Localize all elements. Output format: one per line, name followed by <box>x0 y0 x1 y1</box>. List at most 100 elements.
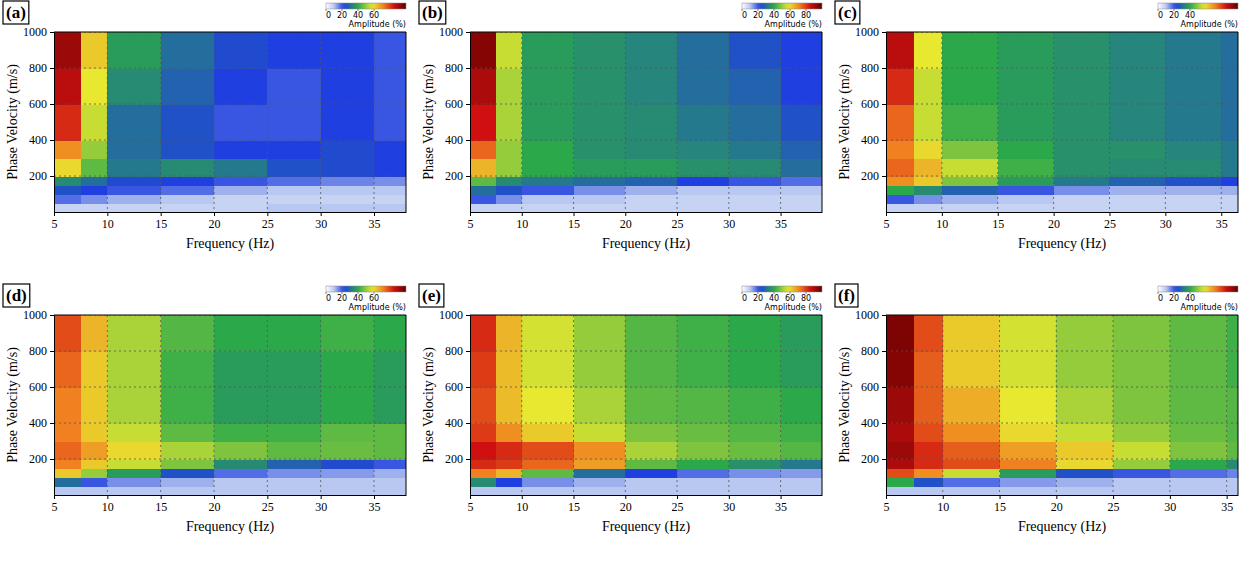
heatmap-cell <box>625 423 677 442</box>
x-tick: 35 <box>1216 212 1228 231</box>
heatmap-cell <box>522 459 574 469</box>
heatmap-cell <box>942 158 998 177</box>
heatmap-cell <box>496 158 522 177</box>
heatmap-cell <box>107 387 161 424</box>
y-tick-label: 1000 <box>439 25 463 39</box>
heatmap-cell <box>161 68 215 105</box>
grid-line <box>470 459 822 460</box>
grid-line <box>1226 315 1227 495</box>
x-tick-mark <box>54 212 55 216</box>
y-tick-mark <box>882 176 886 177</box>
heatmap-cell <box>470 468 496 478</box>
heatmap-cell <box>574 176 626 186</box>
heatmap-cell <box>781 441 822 460</box>
heatmap-cell <box>943 387 1000 424</box>
x-tick-mark <box>886 495 887 499</box>
panel: 51015202530352004006008001000Frequency (… <box>835 284 1247 535</box>
frame-line <box>886 315 1238 316</box>
grid-line <box>374 315 375 495</box>
heatmap-cell <box>781 140 822 159</box>
heatmap-cell <box>1056 486 1113 495</box>
heatmap-cell <box>574 158 626 177</box>
x-tick-label: 10 <box>102 500 114 514</box>
heatmap-cell <box>1165 158 1221 177</box>
heatmap-cell <box>1221 203 1238 212</box>
heatmap-cell <box>1170 351 1227 388</box>
y-tick: 600 <box>445 380 470 394</box>
heatmap-cell <box>81 315 108 352</box>
x-tick: 25 <box>672 212 684 231</box>
plot-area <box>886 32 1238 212</box>
heatmap-cell <box>470 203 496 212</box>
x-tick-label: 20 <box>1048 217 1060 231</box>
y-tick: 600 <box>29 97 54 111</box>
heatmap-cell <box>574 387 626 424</box>
heatmap-cell <box>161 32 215 69</box>
heatmap-cell <box>943 351 1000 388</box>
heatmap-cell <box>942 68 998 105</box>
heatmap-cell <box>214 203 268 212</box>
frame-line <box>406 315 407 495</box>
heatmap-cell <box>677 423 729 442</box>
y-tick-label: 600 <box>445 380 463 394</box>
grid-line <box>1169 315 1170 495</box>
y-axis-title: Phase Velocity (m/s) <box>5 347 21 463</box>
x-tick-label: 15 <box>155 500 167 514</box>
heatmap-cell <box>470 185 496 195</box>
grid-line <box>470 32 471 212</box>
heatmap-cell <box>677 315 729 352</box>
heatmap-cell <box>522 104 574 141</box>
heatmap-cell <box>1227 387 1238 424</box>
colorbar-tick-label: 20 <box>1169 11 1179 20</box>
heatmap-cell <box>161 486 215 495</box>
heatmap-cell <box>1227 477 1238 487</box>
heatmap-cell <box>1221 185 1238 195</box>
x-tick-mark <box>998 212 999 216</box>
heatmap-cell <box>1054 194 1110 204</box>
y-tick-label: 800 <box>29 61 47 75</box>
y-tick: 800 <box>445 344 470 358</box>
y-tick: 400 <box>29 133 54 147</box>
x-tick: 25 <box>262 212 274 231</box>
heatmap-cell <box>496 68 522 105</box>
heatmap-cell <box>729 486 781 495</box>
heatmap-cell <box>781 423 822 442</box>
x-tick: 15 <box>155 212 167 231</box>
heatmap-cell <box>574 486 626 495</box>
heatmap-cell <box>321 486 375 495</box>
colorbar-tick-label: 20 <box>337 11 347 20</box>
y-tick-mark <box>50 104 54 105</box>
x-tick: 20 <box>620 212 632 231</box>
heatmap-cell <box>1170 459 1227 469</box>
heatmap-cell <box>1227 423 1238 442</box>
x-tick: 35 <box>369 212 381 231</box>
x-tick-mark <box>107 212 108 216</box>
x-tick-mark <box>1000 495 1001 499</box>
heatmap-cell <box>1165 185 1221 195</box>
heatmap-cell <box>214 477 268 487</box>
heatmap-cell <box>522 441 574 460</box>
heatmap-cell <box>1109 203 1165 212</box>
colorbar-label: Amplitude (%) <box>349 20 406 29</box>
x-tick-label: 5 <box>52 500 58 514</box>
heatmap-cell <box>54 441 81 460</box>
x-tick-label: 25 <box>262 500 274 514</box>
grid-line <box>780 32 781 212</box>
grid-line <box>997 32 998 212</box>
x-tick-label: 20 <box>209 217 221 231</box>
x-tick-mark <box>267 212 268 216</box>
heatmap-cell <box>677 203 729 212</box>
panel-label-box <box>3 284 30 307</box>
heatmap-cell <box>729 176 781 186</box>
heatmap-cell <box>677 68 729 105</box>
x-tick-mark <box>54 495 55 499</box>
heatmap-cell <box>321 32 375 69</box>
y-tick: 400 <box>861 416 886 430</box>
x-tick: 15 <box>994 495 1006 514</box>
plot-area <box>470 32 822 212</box>
heatmap-cell <box>1227 441 1238 460</box>
heatmap-cell <box>574 441 626 460</box>
heatmap-cell <box>496 32 522 69</box>
x-axis-title: Frequency (Hz) <box>602 236 691 252</box>
heatmap-cell <box>1000 387 1057 424</box>
